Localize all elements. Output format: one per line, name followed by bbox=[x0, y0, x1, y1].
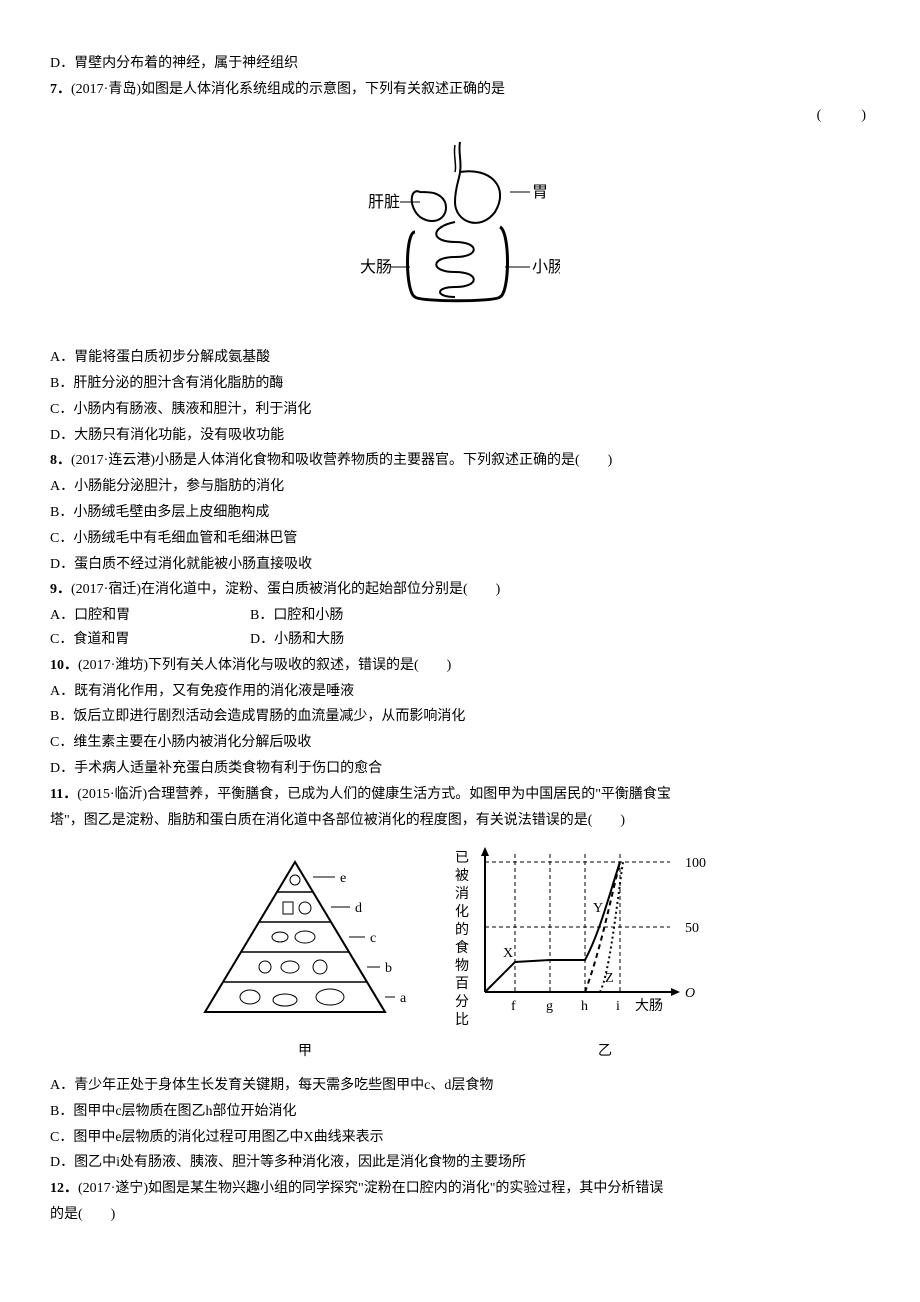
q7-paren-line: ( ) bbox=[50, 104, 870, 128]
pyramid-label-c: c bbox=[370, 931, 376, 946]
q9-optB: B．口腔和小肠 bbox=[250, 604, 450, 628]
xlabel-h: h bbox=[581, 999, 588, 1014]
q8-optB: B．小肠绒毛壁由多层上皮细胞构成 bbox=[50, 501, 870, 525]
q12-stem1-text: (2017·遂宁)如图是某生物兴趣小组的同学探究"淀粉在口腔内的消化"的实验过程… bbox=[78, 1181, 663, 1196]
curve-label-X: X bbox=[503, 946, 513, 961]
ytick-100: 100 bbox=[685, 856, 706, 871]
q8-num: 8． bbox=[50, 453, 71, 468]
curve-label-Z: Z bbox=[605, 971, 614, 986]
label-large: 大肠 bbox=[360, 258, 392, 276]
q9-stem-text: (2017·宿迁)在消化道中，淀粉、蛋白质被消化的起始部位分别是( ) bbox=[71, 582, 500, 597]
q7-paren: ( ) bbox=[817, 104, 870, 128]
food-pyramid-diagram: e d c b a bbox=[195, 852, 415, 1027]
q10-optA: A．既有消化作用，又有免疫作用的消化液是唾液 bbox=[50, 680, 870, 704]
q11-stem1-text: (2015·临沂)合理营养，平衡膳食，已成为人们的健康生活方式。如图甲为中国居民… bbox=[77, 787, 671, 802]
q9-optA: A．口腔和胃 bbox=[50, 604, 250, 628]
pyramid-label-b: b bbox=[385, 961, 392, 976]
pyramid-label-e: e bbox=[340, 871, 346, 886]
q12-stem2: 的是( ) bbox=[50, 1203, 870, 1227]
q10-stem-text: (2017·潍坊)下列有关人体消化与吸收的叙述，错误的是( ) bbox=[78, 658, 451, 673]
q10-optC: C．维生素主要在小肠内被消化分解后吸收 bbox=[50, 731, 870, 755]
q9-num: 9． bbox=[50, 582, 71, 597]
q11-stem2: 塔"，图乙是淀粉、脂肪和蛋白质在消化道中各部位被消化的程度图，有关说法错误的是(… bbox=[50, 809, 870, 833]
document-page: D．胃壁内分布着的神经，属于神经组织 7．(2017·青岛)如图是人体消化系统组… bbox=[0, 0, 920, 1279]
xlabel-dachang: 大肠 bbox=[635, 998, 663, 1014]
q11-chart-container: 已 被 消 化 的 食 物 百 分 比 bbox=[445, 842, 725, 1064]
q6-optD: D．胃壁内分布着的神经，属于神经组织 bbox=[50, 52, 870, 76]
chart-caption: 乙 bbox=[485, 1040, 725, 1064]
q11-optB: B．图甲中c层物质在图乙h部位开始消化 bbox=[50, 1100, 870, 1124]
label-liver: 肝脏 bbox=[368, 193, 400, 211]
q7-num: 7． bbox=[50, 82, 71, 97]
xlabel-g: g bbox=[546, 999, 553, 1014]
pyramid-caption: 甲 bbox=[195, 1040, 415, 1064]
q11-stem1: 11．(2015·临沂)合理营养，平衡膳食，已成为人们的健康生活方式。如图甲为中… bbox=[50, 783, 870, 807]
xlabel-f: f bbox=[511, 999, 516, 1014]
q7-stem-text: (2017·青岛)如图是人体消化系统组成的示意图，下列有关叙述正确的是 bbox=[71, 82, 505, 97]
q12-num: 12． bbox=[50, 1181, 78, 1196]
q10-num: 10． bbox=[50, 658, 78, 673]
chart-ylabel-2: 被 bbox=[455, 868, 469, 884]
q9-options-row2: C．食道和胃 D．小肠和大肠 bbox=[50, 628, 870, 652]
chart-ylabel-1: 已 bbox=[455, 851, 469, 866]
xlabel-i: i bbox=[616, 999, 620, 1014]
digestion-curve-chart: 已 被 消 化 的 食 物 百 分 比 bbox=[445, 842, 725, 1027]
q9-optD: D．小肠和大肠 bbox=[250, 628, 450, 652]
q8-stem-text: (2017·连云港)小肠是人体消化食物和吸收营养物质的主要器官。下列叙述正确的是… bbox=[71, 453, 612, 468]
q7-optC: C．小肠内有肠液、胰液和胆汁，利于消化 bbox=[50, 398, 870, 422]
chart-ylabel-9: 分 bbox=[455, 994, 469, 1010]
ytick-50: 50 bbox=[685, 921, 699, 936]
q8-stem: 8．(2017·连云港)小肠是人体消化食物和吸收营养物质的主要器官。下列叙述正确… bbox=[50, 449, 870, 473]
chart-ylabel-7: 物 bbox=[455, 958, 469, 974]
q11-optC: C．图甲中e层物质的消化过程可用图乙中X曲线来表示 bbox=[50, 1126, 870, 1150]
q7-optA: A．胃能将蛋白质初步分解成氨基酸 bbox=[50, 346, 870, 370]
q8-optA: A．小肠能分泌胆汁，参与脂肪的消化 bbox=[50, 475, 870, 499]
q12-stem1: 12．(2017·遂宁)如图是某生物兴趣小组的同学探究"淀粉在口腔内的消化"的实… bbox=[50, 1177, 870, 1201]
q8-optD: D．蛋白质不经过消化就能被小肠直接吸收 bbox=[50, 553, 870, 577]
label-stomach: 胃 bbox=[532, 184, 548, 201]
q11-pyramid-container: e d c b a 甲 bbox=[195, 852, 415, 1064]
pyramid-label-d: d bbox=[355, 901, 362, 916]
q10-optB: B．饭后立即进行剧烈活动会造成胃肠的血流量减少，从而影响消化 bbox=[50, 705, 870, 729]
q11-figures: e d c b a 甲 已 被 消 化 的 食 物 bbox=[50, 842, 870, 1064]
pyramid-label-a: a bbox=[400, 991, 407, 1006]
digestive-system-diagram: 肝脏 胃 大肠 小肠 bbox=[360, 137, 560, 327]
q9-stem: 9．(2017·宿迁)在消化道中，淀粉、蛋白质被消化的起始部位分别是( ) bbox=[50, 578, 870, 602]
q10-optD: D．手术病人适量补充蛋白质类食物有利于伤口的愈合 bbox=[50, 757, 870, 781]
chart-ylabel-6: 食 bbox=[455, 939, 469, 956]
q7-figure: 肝脏 胃 大肠 小肠 bbox=[50, 137, 870, 336]
q9-optC: C．食道和胃 bbox=[50, 628, 250, 652]
chart-ylabel-3: 消 bbox=[455, 886, 469, 902]
q7-optD: D．大肠只有消化功能，没有吸收功能 bbox=[50, 424, 870, 448]
chart-ylabel-8: 百 bbox=[455, 976, 469, 992]
q11-optA: A．青少年正处于身体生长发育关键期，每天需多吃些图甲中c、d层食物 bbox=[50, 1074, 870, 1098]
chart-ylabel-4: 化 bbox=[455, 904, 469, 920]
ytick-0: O bbox=[685, 986, 695, 1001]
q11-num: 11． bbox=[50, 787, 77, 802]
label-small: 小肠 bbox=[532, 258, 560, 276]
q9-options-row1: A．口腔和胃 B．口腔和小肠 bbox=[50, 604, 870, 628]
q10-stem: 10．(2017·潍坊)下列有关人体消化与吸收的叙述，错误的是( ) bbox=[50, 654, 870, 678]
curve-label-Y: Y bbox=[593, 901, 603, 916]
q11-optD: D．图乙中i处有肠液、胰液、胆汁等多种消化液，因此是消化食物的主要场所 bbox=[50, 1151, 870, 1175]
q7-optB: B．肝脏分泌的胆汁含有消化脂肪的酶 bbox=[50, 372, 870, 396]
q7-stem: 7．(2017·青岛)如图是人体消化系统组成的示意图，下列有关叙述正确的是 bbox=[50, 78, 870, 102]
q8-optC: C．小肠绒毛中有毛细血管和毛细淋巴管 bbox=[50, 527, 870, 551]
chart-ylabel-5: 的 bbox=[455, 922, 469, 938]
chart-ylabel-10: 比 bbox=[455, 1012, 469, 1027]
